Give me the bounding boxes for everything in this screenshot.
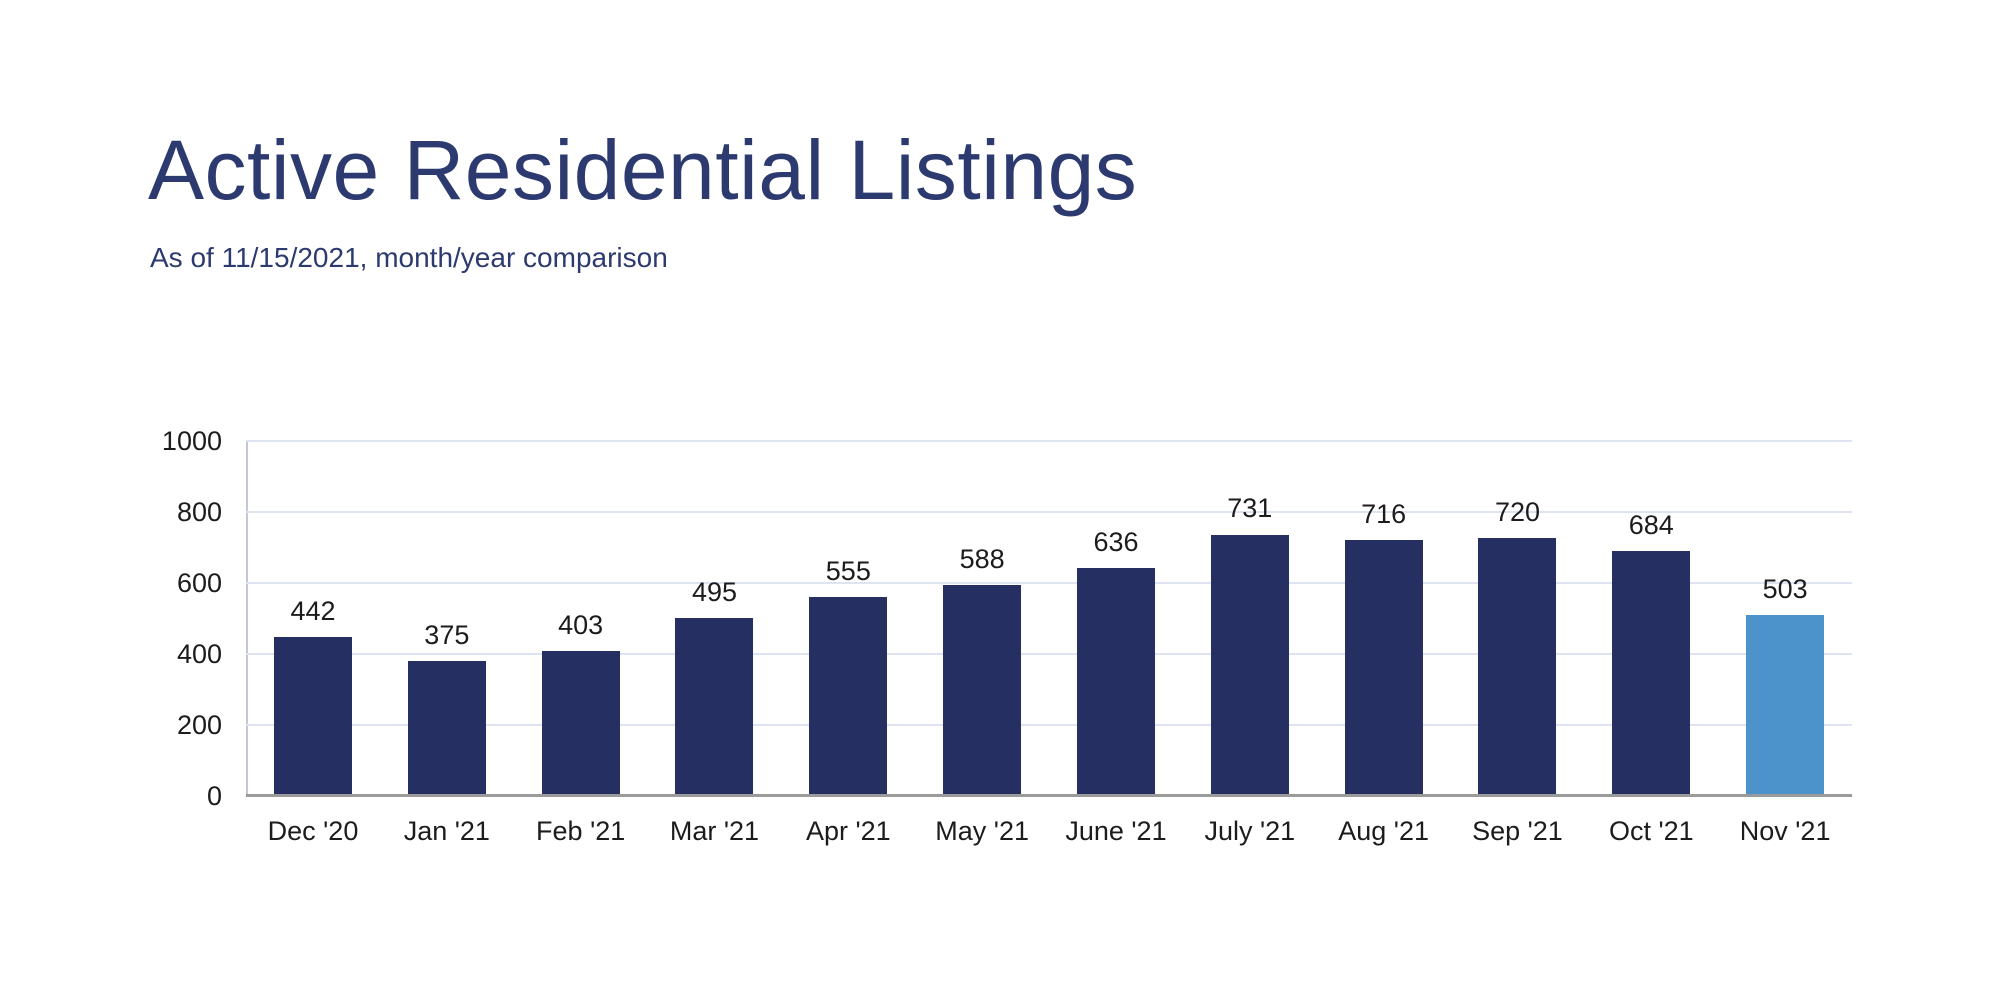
bar-value-label: 716: [1361, 498, 1407, 529]
bar-chart-plot-area: 442 Dec '20 375 Jan '21 403 Feb '21 495 Mar '21…: [246, 440, 1852, 846]
bar-mar21[interactable]: [675, 618, 754, 794]
bar-value-label: 503: [1762, 574, 1808, 605]
gridline-800: [246, 511, 1852, 513]
x-axis-category-label: Feb '21: [536, 816, 626, 846]
bar-feb21[interactable]: [541, 650, 620, 794]
x-axis-category-label: Oct '21: [1608, 816, 1694, 846]
bar-apr21[interactable]: [809, 596, 888, 794]
gridline-1000: [246, 440, 1852, 442]
x-axis-category-label: Dec '20: [267, 816, 359, 846]
bar-value-label: 375: [424, 619, 470, 650]
page-subtitle: As of 11/15/2021, month/year comparison: [150, 242, 668, 273]
x-axis-category-label: June '21: [1065, 816, 1167, 846]
y-axis-tick-label-0: 0: [206, 781, 222, 811]
bar-value-label: 588: [959, 544, 1005, 575]
bar-aug21[interactable]: [1344, 539, 1423, 794]
bar-value-label: 720: [1494, 497, 1540, 528]
gridline-600: [246, 582, 1852, 584]
y-axis-tick-label-600: 600: [176, 568, 222, 598]
x-axis-category-label: Jan '21: [403, 816, 490, 846]
bar-may21[interactable]: [943, 585, 1022, 794]
x-axis-category-label: July '21: [1204, 816, 1296, 846]
gridline-200: [246, 724, 1852, 726]
bar-sep21[interactable]: [1478, 538, 1557, 794]
x-axis-category-label: Nov '21: [1739, 816, 1831, 846]
y-axis-tick-label-200: 200: [176, 710, 222, 740]
bar-value-label: 403: [558, 609, 604, 640]
page-title: Active Residential Listings: [148, 123, 1138, 217]
y-axis-tick-label-400: 400: [176, 639, 222, 669]
gridline-400: [246, 653, 1852, 655]
x-axis-baseline: [246, 794, 1852, 797]
x-axis-category-label: Sep '21: [1472, 816, 1563, 846]
bar-value-label: 555: [825, 555, 871, 586]
bar-value-label: 495: [691, 577, 738, 608]
bar-june21[interactable]: [1076, 568, 1155, 794]
bar-value-label: 636: [1093, 527, 1139, 558]
y-axis-line: [246, 441, 248, 796]
y-axis-tick-label-800: 800: [176, 497, 222, 527]
bar-value-label: 442: [290, 596, 336, 627]
x-axis-category-label: Apr '21: [805, 816, 891, 846]
bar-july21[interactable]: [1210, 534, 1289, 794]
bar-dec20[interactable]: [274, 637, 352, 794]
x-axis-category-label: Aug '21: [1338, 816, 1429, 846]
y-axis-tick-label-1000: 1000: [161, 426, 222, 456]
x-axis-category-label: Mar '21: [669, 816, 760, 846]
bar-oct21[interactable]: [1612, 551, 1691, 794]
bar-value-label: 684: [1628, 510, 1674, 541]
bar-nov21[interactable]: [1746, 615, 1825, 794]
bar-value-label: 731: [1227, 493, 1273, 524]
x-axis-category-label: May '21: [935, 816, 1029, 846]
bar-jan21[interactable]: [407, 660, 486, 794]
